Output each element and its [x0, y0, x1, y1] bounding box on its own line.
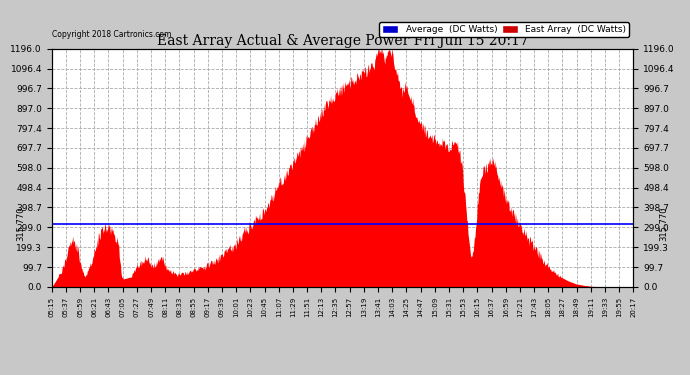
Title: East Array Actual & Average Power Fri Jun 15 20:17: East Array Actual & Average Power Fri Ju… [157, 34, 529, 48]
Text: 315.770: 315.770 [17, 207, 26, 241]
Text: 315.770: 315.770 [660, 207, 669, 241]
Text: Copyright 2018 Cartronics.com: Copyright 2018 Cartronics.com [52, 30, 171, 39]
Legend: Average  (DC Watts), East Array  (DC Watts): Average (DC Watts), East Array (DC Watts… [380, 22, 629, 37]
